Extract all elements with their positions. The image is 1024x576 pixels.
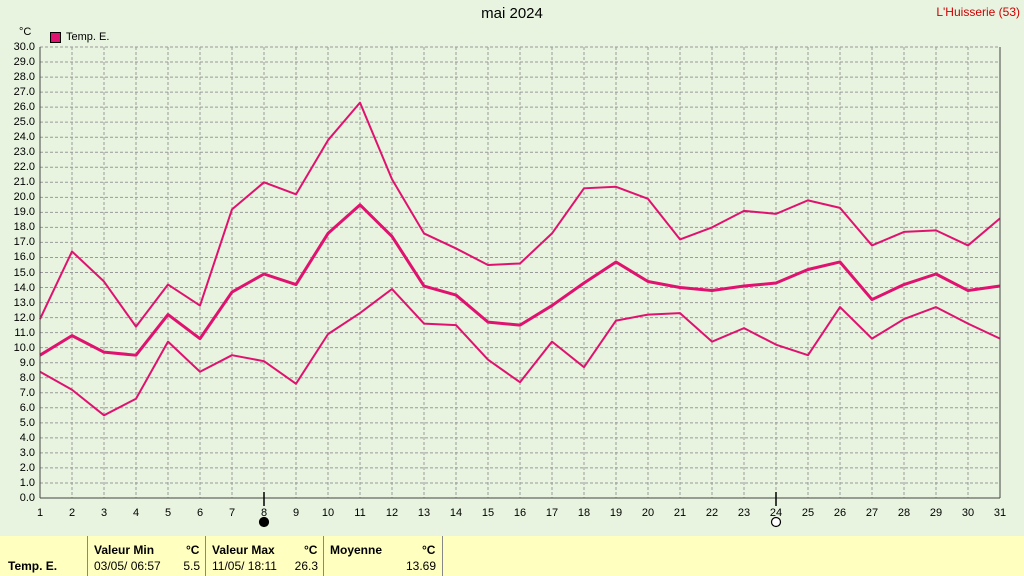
- y-tick-label: 8.0: [19, 371, 35, 384]
- x-tick-label: 17: [545, 507, 559, 519]
- y-tick-label: 21.0: [13, 176, 35, 189]
- x-tick-label: 28: [897, 507, 911, 519]
- y-tick-label: 24.0: [13, 131, 35, 144]
- x-tick-label: 18: [577, 507, 591, 519]
- stats-bar: Temp. E. Valeur Min °C 03/05/ 06:57 5.5 …: [0, 536, 1024, 576]
- x-tick-label: 8: [260, 507, 268, 519]
- x-tick-label: 19: [609, 507, 623, 519]
- y-tick-label: 22.0: [13, 161, 35, 174]
- series-line-min: [39, 288, 1001, 417]
- y-tick-label: 23.0: [13, 146, 35, 159]
- x-tick-label: 4: [132, 507, 140, 519]
- stats-avg-cell: Moyenne °C 13.69: [323, 536, 443, 576]
- y-tick-label: 13.0: [13, 296, 35, 309]
- y-tick-label: 14.0: [13, 281, 35, 294]
- x-tick-label: 14: [449, 507, 463, 519]
- stats-min-label: Valeur Min: [94, 543, 155, 557]
- x-tick-label: 1: [36, 507, 44, 519]
- y-tick-label: 25.0: [13, 116, 35, 129]
- x-tick-label: 23: [737, 507, 751, 519]
- y-tick-label: 11.0: [14, 326, 35, 339]
- y-tick-label: 12.0: [13, 311, 35, 324]
- stats-max-date: 11/05/ 18:11: [212, 559, 277, 573]
- y-tick-label: 26.0: [13, 101, 35, 114]
- stats-avg-value: 13.69: [405, 559, 436, 573]
- legend: Temp. E.: [50, 31, 109, 43]
- grid: [39, 46, 1001, 499]
- series-line-max: [39, 101, 1001, 328]
- y-tick-label: 16.0: [13, 251, 35, 264]
- y-tick-label: 5.0: [19, 416, 35, 429]
- stats-max-label: Valeur Max: [212, 543, 275, 557]
- x-tick-label: 30: [961, 507, 975, 519]
- stats-min-value: 5.5: [183, 559, 200, 573]
- x-tick-label: 25: [801, 507, 815, 519]
- y-tick-label: 7.0: [19, 386, 35, 399]
- x-tick-label: 12: [385, 507, 399, 519]
- y-tick-label: 29.0: [13, 56, 35, 69]
- legend-swatch: [50, 31, 61, 43]
- full-moon-icon: [770, 516, 782, 528]
- x-tick-label: 31: [993, 507, 1007, 519]
- y-tick-label: 30.0: [13, 41, 35, 53]
- y-tick-label: 9.0: [19, 356, 35, 369]
- stats-min-date: 03/05/ 06:57: [94, 559, 161, 573]
- moon-phases: [258, 492, 782, 528]
- y-tick-label: 4.0: [19, 431, 35, 444]
- x-tick-label: 26: [833, 507, 847, 519]
- x-tick-label: 24: [769, 507, 783, 519]
- stats-row-label-cell: Temp. E.: [0, 536, 87, 576]
- x-tick-label: 7: [228, 507, 236, 519]
- y-tick-label: 19.0: [13, 206, 35, 219]
- y-tick-label: 3.0: [19, 446, 35, 459]
- x-tick-label: 5: [164, 507, 172, 519]
- stats-avg-unit: °C: [422, 543, 436, 557]
- y-tick-label: 1.0: [19, 476, 35, 489]
- chart-title: mai 2024: [481, 5, 543, 22]
- stats-min-cell: Valeur Min °C 03/05/ 06:57 5.5: [87, 536, 206, 576]
- series-group: [39, 101, 1001, 417]
- stats-avg-label: Moyenne: [330, 543, 383, 557]
- x-tick-label: 13: [417, 507, 431, 519]
- x-tick-label: 22: [705, 507, 719, 519]
- y-axis-unit: °C: [19, 26, 32, 38]
- x-tick-label: 20: [641, 507, 655, 519]
- y-tick-label: 6.0: [19, 401, 35, 414]
- y-tick-label: 10.0: [13, 341, 35, 354]
- x-tick-label: 16: [513, 507, 527, 519]
- stats-min-unit: °C: [186, 543, 200, 557]
- axes: [39, 47, 1001, 499]
- x-tick-label: 21: [673, 507, 687, 519]
- station-name: L'Huisserie (53): [936, 5, 1020, 19]
- x-tick-label: 27: [865, 507, 879, 519]
- x-tick-label: 2: [68, 507, 76, 519]
- x-tick-label: 15: [481, 507, 495, 519]
- x-tick-label: 3: [100, 507, 108, 519]
- stats-max-unit: °C: [304, 543, 318, 557]
- legend-label: Temp. E.: [66, 31, 110, 43]
- x-tick-label: 6: [196, 507, 204, 519]
- new-moon-icon: [258, 516, 270, 528]
- x-tick-label: 10: [321, 507, 335, 519]
- series-line-mean: [39, 203, 1001, 357]
- x-tick-label: 9: [292, 507, 300, 519]
- y-tick-label: 0.0: [19, 492, 35, 504]
- x-tick-label: 11: [354, 507, 366, 519]
- y-tick-label: 17.0: [13, 236, 35, 249]
- stats-max-value: 26.3: [294, 559, 318, 573]
- y-tick-label: 27.0: [13, 86, 35, 99]
- x-tick-label: 29: [929, 507, 943, 519]
- stats-row-label: Temp. E.: [8, 559, 58, 573]
- y-tick-label: 2.0: [19, 461, 35, 474]
- stats-max-cell: Valeur Max °C 11/05/ 18:11 26.3: [205, 536, 324, 576]
- y-tick-label: 28.0: [13, 71, 35, 84]
- y-tick-label: 20.0: [13, 191, 35, 204]
- y-tick-label: 18.0: [13, 221, 35, 234]
- y-tick-label: 15.0: [13, 266, 35, 279]
